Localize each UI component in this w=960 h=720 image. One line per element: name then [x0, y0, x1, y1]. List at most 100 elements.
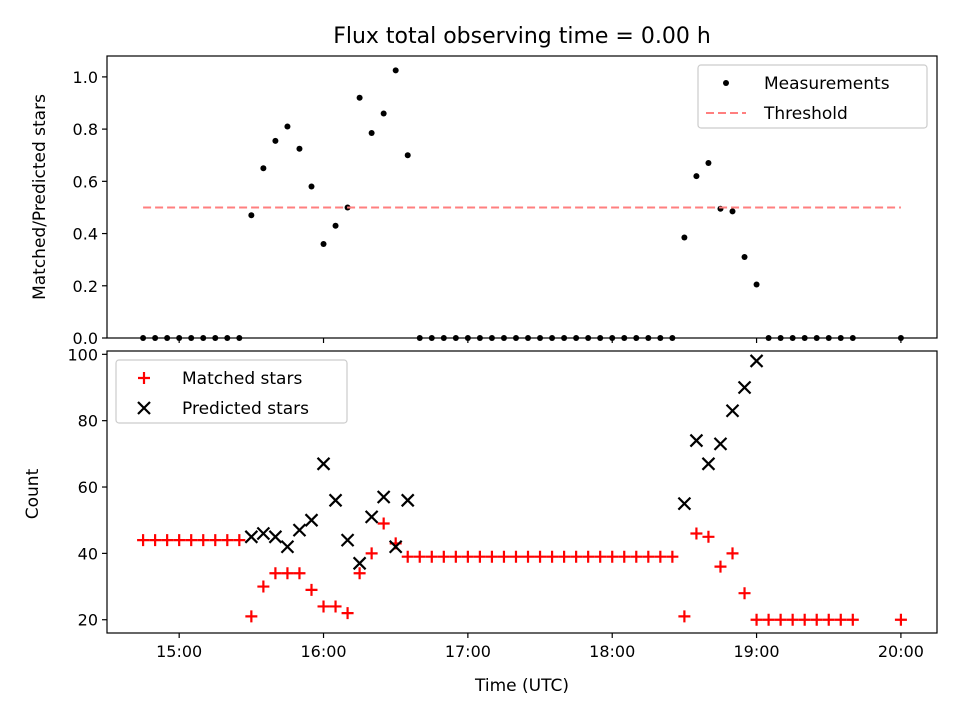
- matched-stars-point: [786, 613, 799, 626]
- xtick-label: 20:00: [878, 642, 924, 661]
- matched-stars-point: [413, 550, 426, 563]
- top-axes-frame: [106, 55, 938, 339]
- measurements-point: [380, 110, 387, 117]
- bottom-ytick-label: 20: [78, 611, 98, 630]
- xtick-label: 16:00: [300, 642, 346, 661]
- predicted-stars-point: [364, 510, 379, 524]
- matched-stars-point: [137, 534, 150, 547]
- matched-stars-point: [221, 534, 234, 547]
- matched-stars-point: [317, 600, 330, 613]
- top-panel: 0.0 0.2 0.4 0.6 0.8 1.0 Measurements Threshold: [73, 55, 938, 348]
- predicted-stars-point: [280, 539, 295, 554]
- measurements-point: [260, 165, 267, 172]
- measurements-point: [356, 94, 363, 101]
- matched-stars-point: [606, 550, 619, 563]
- predicted-stars-point: [737, 380, 752, 395]
- measurements-point: [753, 281, 760, 288]
- matched-stars-point: [197, 534, 210, 547]
- predicted-stars-point: [701, 457, 716, 471]
- top-ytick-label: 0.6: [73, 172, 98, 191]
- matched-stars-point: [341, 607, 354, 620]
- matched-stars-point: [233, 534, 246, 547]
- predicted-stars-point: [376, 490, 391, 504]
- matched-stars-point: [497, 550, 510, 563]
- matched-stars-point: [822, 613, 835, 626]
- matched-stars-point: [449, 550, 462, 563]
- matched-stars-point: [714, 560, 727, 573]
- matched-stars-point: [618, 550, 631, 563]
- matched-stars-point: [305, 583, 318, 596]
- top-legend-box: [697, 64, 928, 129]
- predicted-stars-legend-handle: [137, 401, 151, 415]
- matched-stars-point: [245, 610, 258, 623]
- matched-stars-point: [810, 613, 823, 626]
- bottom-xlabel: Time (UTC): [474, 676, 569, 696]
- measurements-point: [705, 160, 712, 167]
- matched-stars-point: [642, 550, 655, 563]
- measurements-point: [392, 67, 399, 74]
- matched-stars-point: [630, 550, 643, 563]
- predicted-stars-point: [352, 556, 367, 571]
- matched-stars-point: [269, 567, 282, 580]
- measurements-point: [729, 208, 736, 215]
- measurements-point: [308, 183, 315, 190]
- matched-stars-point: [461, 550, 474, 563]
- measurements-point: [248, 212, 255, 219]
- matched-stars-point: [738, 587, 751, 600]
- predicted-stars-point: [244, 530, 259, 544]
- matched-stars-point: [582, 550, 595, 563]
- bottom-panel: 20 40 60 80 100 15:00 16:00 17:00 18:00 19:00 20:0…: [67, 345, 938, 661]
- measurements-point: [272, 137, 279, 144]
- predicted-stars-point: [316, 457, 331, 471]
- matched-stars-point: [329, 600, 342, 613]
- predicted-stars-point: [677, 496, 692, 511]
- matched-stars-point: [473, 550, 486, 563]
- measurements-point: [741, 254, 748, 261]
- matched-stars-point: [185, 534, 198, 547]
- matched-stars-point: [654, 550, 667, 563]
- matched-stars-point: [798, 613, 811, 626]
- measurements-point: [368, 130, 375, 137]
- predicted-stars-legend-label: Predicted stars: [182, 399, 309, 419]
- measurements-point: [296, 145, 303, 152]
- predicted-stars-point: [713, 437, 728, 451]
- matched-stars-point: [774, 613, 787, 626]
- measurements-point: [693, 173, 700, 180]
- bottom-ytick-label: 40: [78, 544, 98, 563]
- threshold-legend-label: Threshold: [763, 104, 848, 124]
- matched-stars-point: [534, 550, 547, 563]
- matched-stars-point: [522, 550, 535, 563]
- measurements-point: [284, 123, 291, 130]
- matched-stars-point: [401, 550, 414, 563]
- measurements-point: [320, 241, 327, 247]
- measurements-legend-handle: [723, 80, 729, 86]
- matched-stars-point: [678, 610, 691, 623]
- matched-stars-point: [365, 547, 378, 560]
- measurements-point: [404, 152, 411, 159]
- matched-stars-point: [281, 567, 294, 580]
- top-ytick-label: 0.4: [73, 225, 98, 244]
- matched-stars-legend-handle: [138, 372, 150, 384]
- predicted-stars-point: [388, 539, 403, 554]
- matched-stars-point: [509, 550, 522, 563]
- matched-stars-point: [762, 613, 775, 626]
- top-ylabel: Matched/Predicted stars: [30, 94, 50, 300]
- matched-stars-point: [894, 613, 907, 626]
- predicted-stars-point: [749, 354, 764, 368]
- top-ytick-label: 0.8: [73, 120, 98, 139]
- matched-stars-point: [161, 534, 174, 547]
- bottom-ytick-label: 80: [78, 412, 98, 431]
- matched-stars-point: [173, 534, 186, 547]
- predicted-stars-point: [268, 530, 283, 544]
- matched-stars-point: [377, 517, 390, 530]
- bottom-legend-box: [115, 359, 348, 424]
- matched-stars-point: [666, 550, 679, 563]
- top-ytick-label: 0.2: [73, 277, 98, 296]
- matched-stars-point: [570, 550, 583, 563]
- matched-stars-point: [846, 613, 859, 626]
- top-ytick-label: 1.0: [73, 68, 98, 87]
- matched-stars-point: [834, 613, 847, 626]
- xtick-label: 15:00: [156, 642, 202, 661]
- predicted-stars-point: [292, 523, 307, 537]
